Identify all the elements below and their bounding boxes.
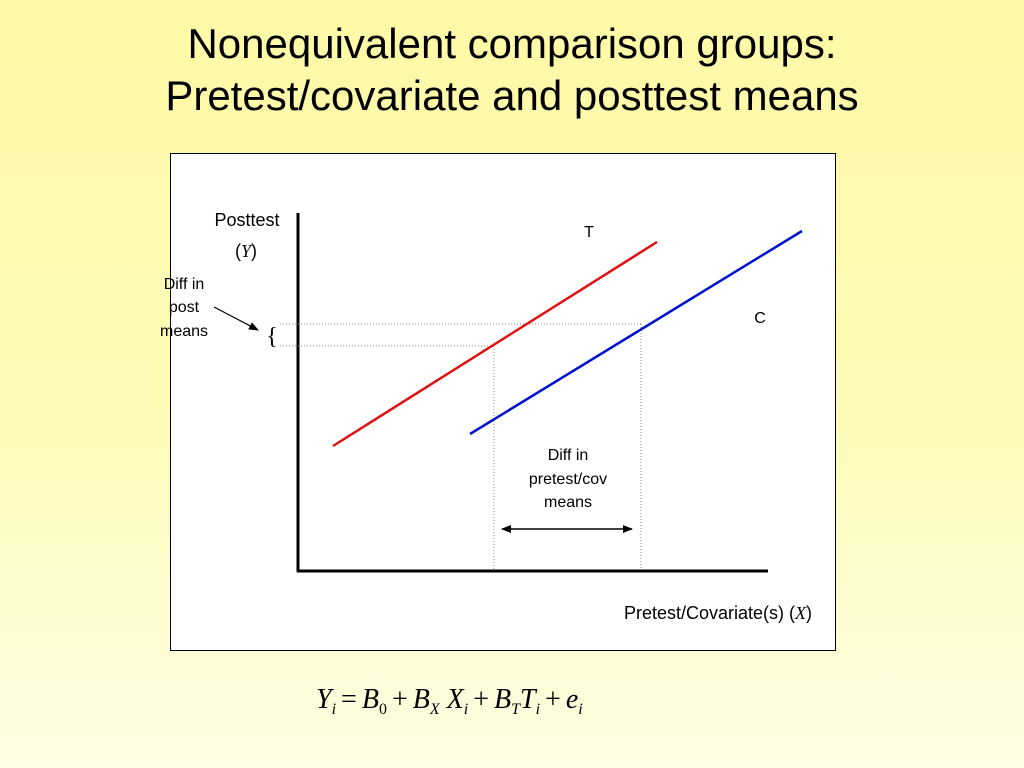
y-axis-symbol: Y xyxy=(241,241,253,261)
eq-plus-2: + xyxy=(473,684,489,715)
eq-b0-sub: 0 xyxy=(378,701,387,718)
x-axis-label-group: Pretest/Covariate(s) (X) xyxy=(624,603,812,623)
regression-equation: Yi = B0 + BX Xi + BTTi + ei xyxy=(316,684,656,724)
diff-pre-label-line-2: pretest/cov xyxy=(529,471,607,488)
diff-post-arrow xyxy=(213,306,259,331)
eq-x-sub: i xyxy=(463,701,469,718)
control-line xyxy=(469,229,803,436)
eq-y-sub: i xyxy=(331,701,337,718)
y-axis-symbol-group: (Y) xyxy=(235,241,257,261)
eq-t: T xyxy=(520,684,536,715)
eq-y: Y xyxy=(316,684,332,715)
eq-equals: = xyxy=(341,684,357,715)
diagram-frame xyxy=(170,153,836,651)
eq-bt-sub: T xyxy=(511,701,520,718)
eq-e: e xyxy=(565,684,579,715)
diff-post-label-line-2: post xyxy=(169,299,200,316)
eq-plus-1: + xyxy=(391,684,408,715)
control-label: C xyxy=(754,310,766,327)
treatment-line xyxy=(332,240,658,448)
eq-t-sub: i xyxy=(535,701,541,718)
diff-pre-label-line-3: means xyxy=(544,494,592,511)
post-means-brace: { xyxy=(266,324,278,350)
diff-post-label-line-3: means xyxy=(160,323,208,340)
eq-bt: B xyxy=(493,684,512,715)
eq-plus-3: + xyxy=(545,684,561,715)
treatment-label: T xyxy=(584,224,594,241)
eq-e-sub: i xyxy=(578,701,583,718)
slide-title: Nonequivalent comparison groups: Pretest… xyxy=(0,18,1024,122)
eq-bx-sub: X xyxy=(429,701,440,718)
x-axis-label: Pretest/Covariate(s) xyxy=(624,603,784,623)
title-line-1: Nonequivalent comparison groups: xyxy=(187,20,837,67)
eq-x: X xyxy=(446,684,464,715)
eq-bx: B xyxy=(412,684,430,715)
y-axis-label: Posttest xyxy=(214,210,279,230)
diff-pre-label-line-1: Diff in xyxy=(548,447,589,464)
x-axis-symbol: X xyxy=(794,603,807,623)
title-line-2: Pretest/covariate and posttest means xyxy=(165,72,859,119)
diff-post-label-line-1: Diff in xyxy=(164,276,205,293)
eq-b0: B xyxy=(361,684,379,715)
